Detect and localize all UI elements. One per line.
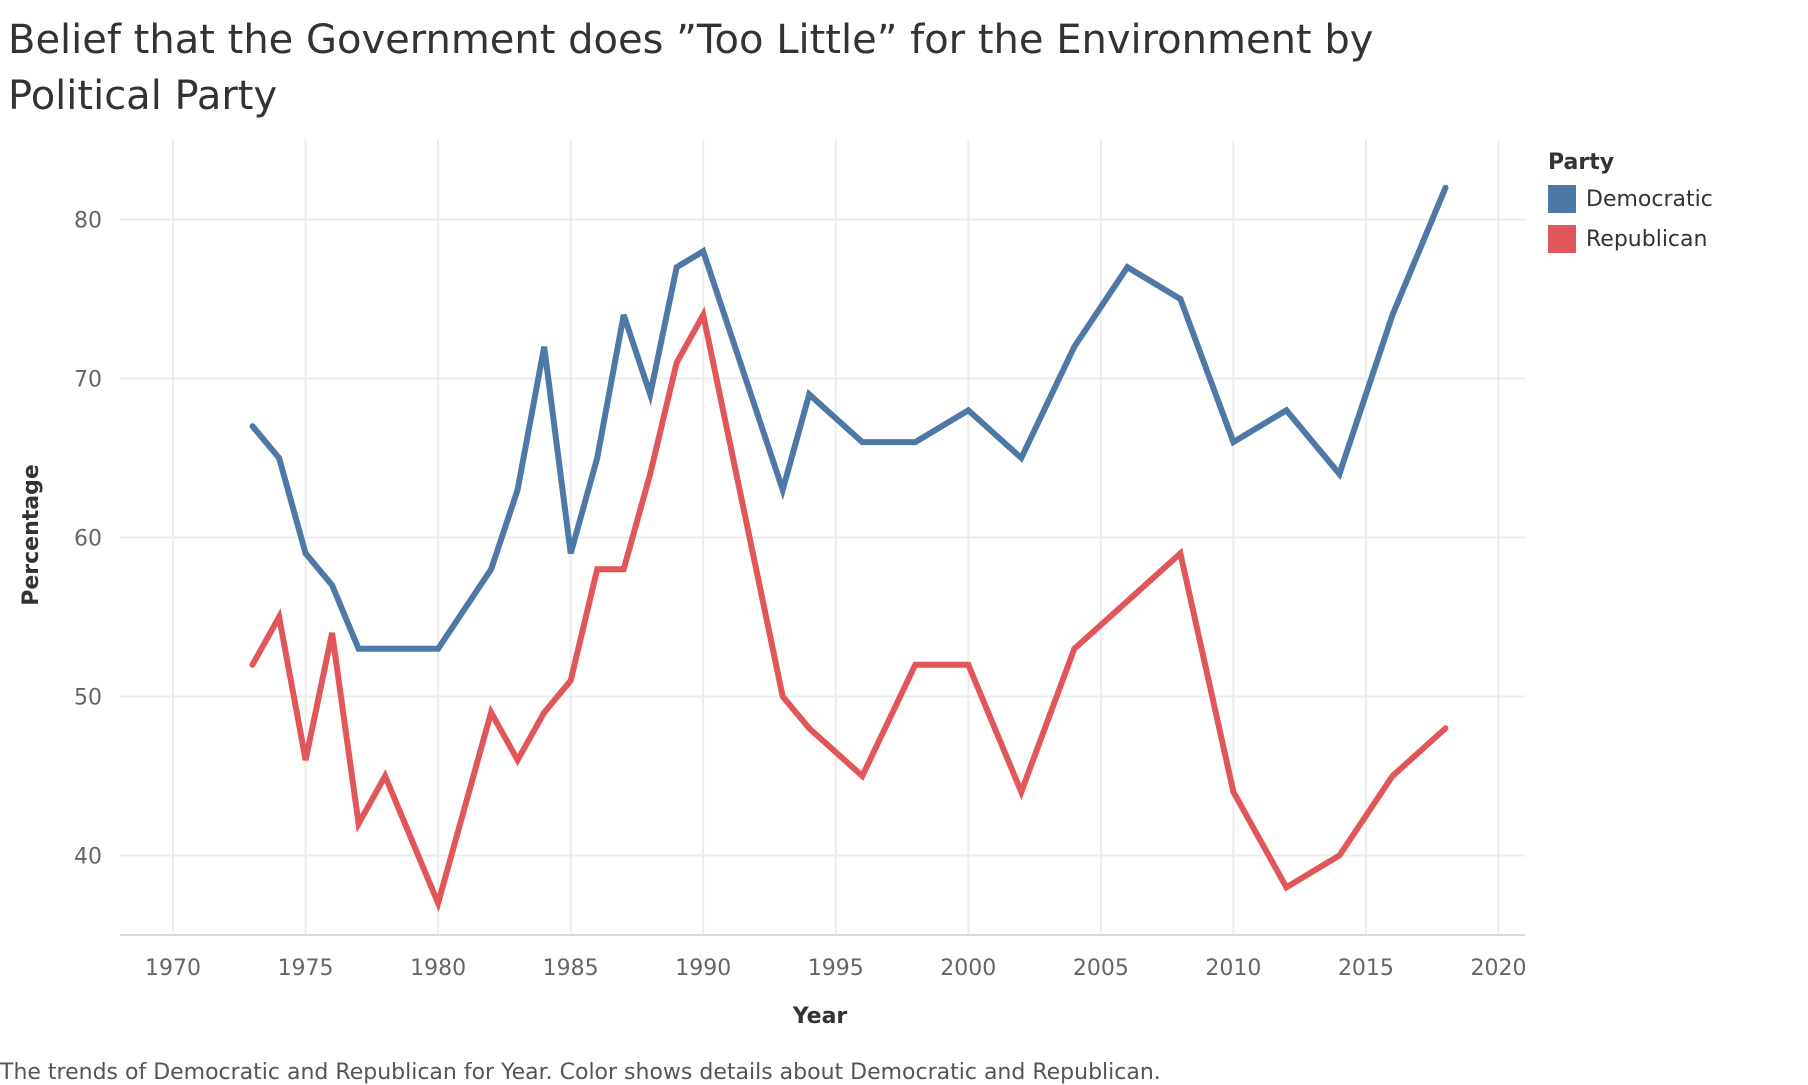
x-tick-label: 2005 <box>1073 956 1129 981</box>
legend: Party Democratic Republican <box>1548 150 1713 259</box>
y-tick-label: 40 <box>74 845 102 870</box>
grid-lines <box>120 140 1525 935</box>
y-tick-label: 70 <box>74 368 102 393</box>
legend-label-republican: Republican <box>1586 226 1708 252</box>
x-tick-label: 2015 <box>1338 956 1394 981</box>
chart-caption: The trends of Democratic and Republican … <box>0 1060 1161 1085</box>
x-tick-label: 1980 <box>410 956 466 981</box>
chart-title: Belief that the Government does ”Too Lit… <box>8 17 1374 119</box>
x-tick-label: 1990 <box>675 956 731 981</box>
x-tick-label: 2020 <box>1470 956 1526 981</box>
x-tick-label: 2000 <box>940 956 996 981</box>
y-tick-label: 60 <box>74 527 102 552</box>
legend-item-democratic[interactable]: Democratic <box>1548 179 1713 219</box>
y-tick-label: 50 <box>74 686 102 711</box>
legend-item-republican[interactable]: Republican <box>1548 219 1713 259</box>
legend-title: Party <box>1548 150 1615 175</box>
x-axis-title: Year <box>792 1004 848 1029</box>
legend-swatch-democratic <box>1548 185 1576 213</box>
x-tick-label: 1975 <box>278 956 334 981</box>
x-tick-label: 1985 <box>543 956 599 981</box>
x-tick-label: 2010 <box>1205 956 1261 981</box>
x-tick-label: 1995 <box>808 956 864 981</box>
y-tick-label: 80 <box>74 209 102 234</box>
x-tick-label: 1970 <box>145 956 201 981</box>
legend-swatch-republican <box>1548 225 1576 253</box>
series-line-democratic[interactable] <box>249 184 1449 652</box>
legend-label-democratic: Democratic <box>1586 186 1713 212</box>
y-axis-title: Percentage <box>19 464 44 606</box>
axes: 1970 1975 1980 1985 1990 1995 2000 2005 2010 2015… <box>74 209 1526 982</box>
series-line-republican[interactable] <box>249 306 1449 913</box>
series-lines <box>249 184 1449 913</box>
